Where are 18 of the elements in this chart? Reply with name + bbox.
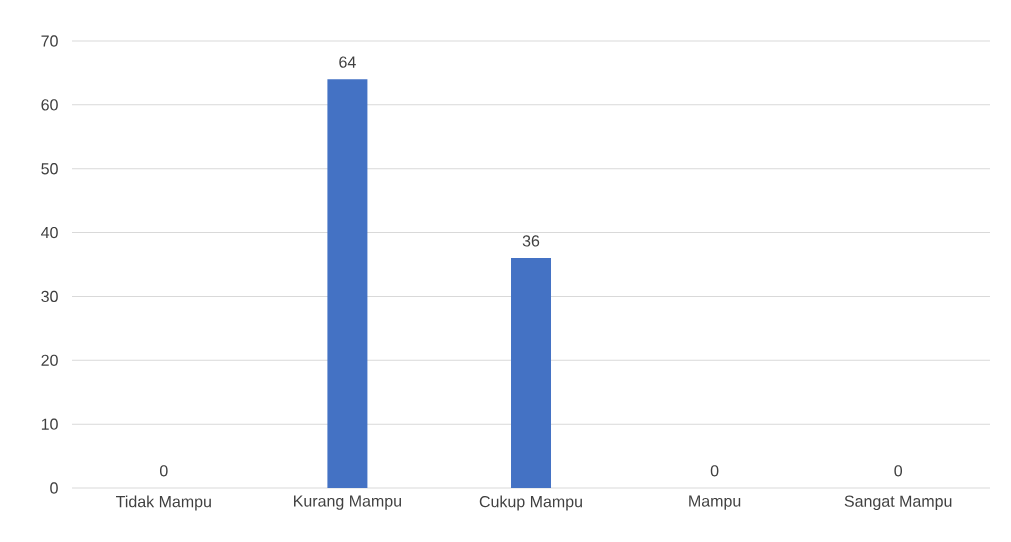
y-tick-label: 30 bbox=[41, 290, 58, 303]
data-label: 0 bbox=[159, 465, 168, 477]
y-tick-label: 60 bbox=[41, 99, 58, 111]
x-tick-label: Cukup Mampu bbox=[479, 495, 582, 511]
x-tick-label: Kurang Mampu bbox=[294, 495, 402, 510]
y-tick-label: 40 bbox=[41, 226, 58, 239]
data-label: 0 bbox=[710, 465, 719, 477]
data-label: 64 bbox=[339, 56, 356, 68]
x-tick-label: Sangat Mampu bbox=[844, 495, 952, 511]
y-tick-label: 20 bbox=[41, 354, 58, 366]
x-tick-label: Mampu bbox=[689, 495, 741, 510]
x-tick-label: Tidak Mampu bbox=[116, 495, 211, 511]
data-label: 0 bbox=[894, 465, 903, 477]
y-tick-label: 50 bbox=[41, 163, 58, 175]
y-tick-label: 0 bbox=[50, 482, 58, 494]
y-tick-label: 10 bbox=[41, 418, 58, 430]
data-label: 36 bbox=[522, 235, 540, 247]
y-tick-label: 70 bbox=[41, 35, 58, 47]
